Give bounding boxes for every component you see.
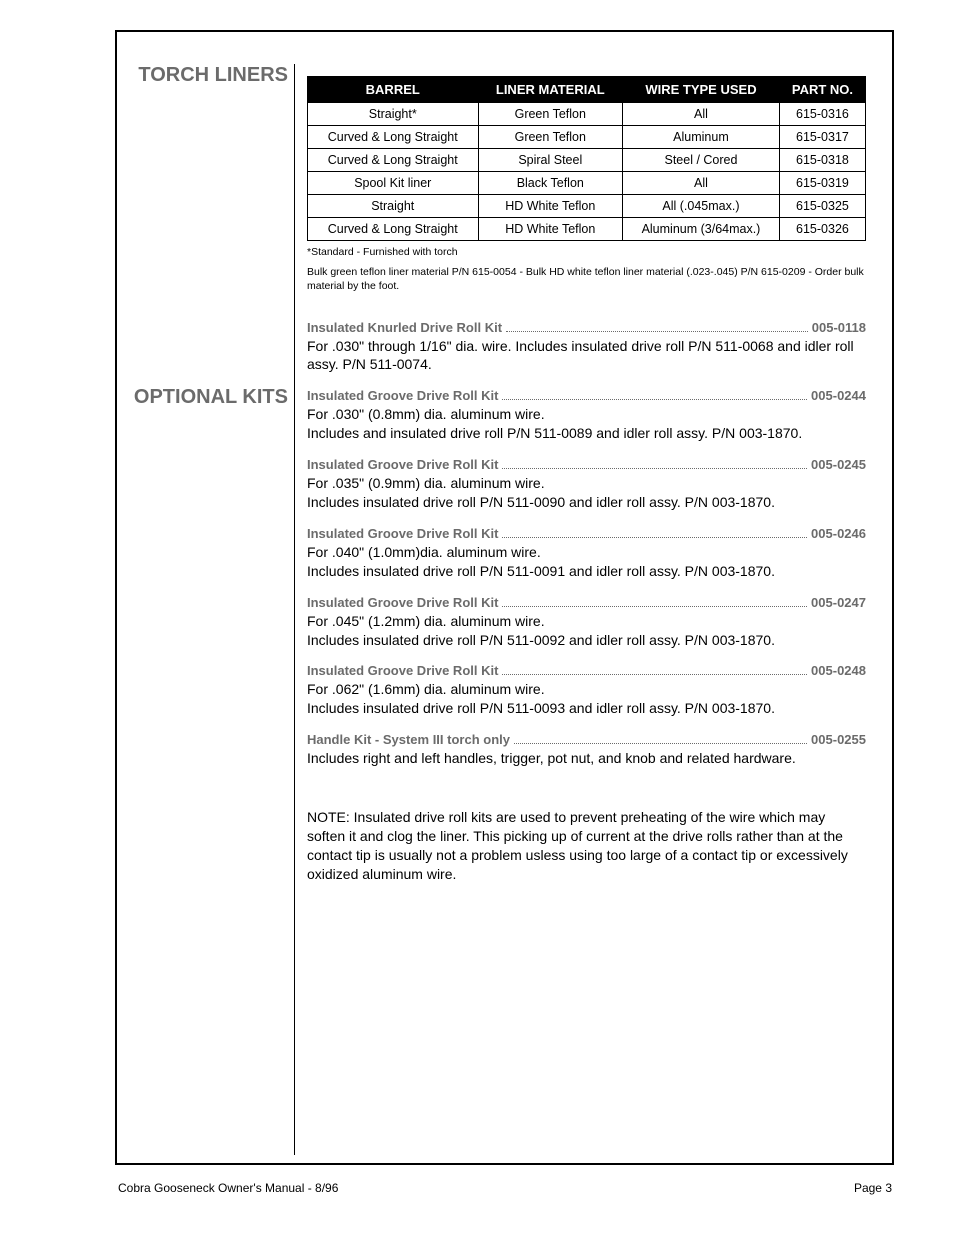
- heading-optional-kits: OPTIONAL KITS: [125, 386, 288, 408]
- table-row: StraightHD White TeflonAll (.045max.)615…: [308, 195, 866, 218]
- kit-partno: 005-0247: [811, 595, 866, 610]
- table-cell: All: [623, 172, 780, 195]
- kit-title: Handle Kit - System III torch only: [307, 732, 510, 747]
- table-cell: Aluminum (3/64max.): [623, 218, 780, 241]
- kit-dotleader: [502, 606, 807, 607]
- table-cell: Curved & Long Straight: [308, 149, 479, 172]
- table-cell: All: [623, 103, 780, 126]
- kit-description: Includes right and left handles, trigger…: [307, 749, 866, 768]
- kit-dotleader: [514, 743, 807, 744]
- left-column: TORCH LINERS OPTIONAL KITS: [125, 64, 295, 1155]
- table-cell: Spiral Steel: [478, 149, 623, 172]
- table-cell: Spool Kit liner: [308, 172, 479, 195]
- kit-entry: Insulated Groove Drive Roll Kit 005-0245…: [307, 457, 866, 512]
- table-cell: 615-0316: [779, 103, 865, 126]
- kit-title: Insulated Groove Drive Roll Kit: [307, 526, 498, 541]
- table-cell: Steel / Cored: [623, 149, 780, 172]
- page-content: TORCH LINERS OPTIONAL KITS BARREL LINER …: [115, 30, 894, 1165]
- kit-heading: Insulated Groove Drive Roll Kit 005-0245: [307, 457, 866, 472]
- kit-partno: 005-0245: [811, 457, 866, 472]
- kit-dotleader: [502, 537, 807, 538]
- kit-dotleader: [502, 674, 807, 675]
- footer-left: Cobra Gooseneck Owner's Manual - 8/96: [118, 1181, 338, 1195]
- table-row: Spool Kit linerBlack TeflonAll615-0319: [308, 172, 866, 195]
- table-cell: HD White Teflon: [478, 218, 623, 241]
- table-header: BARREL: [308, 77, 479, 103]
- table-footnote: Bulk green teflon liner material P/N 615…: [307, 265, 866, 293]
- kit-heading: Insulated Groove Drive Roll Kit 005-0246: [307, 526, 866, 541]
- kit-entry: Insulated Groove Drive Roll Kit 005-0246…: [307, 526, 866, 581]
- kit-partno: 005-0118: [812, 320, 866, 335]
- kit-heading: Insulated Groove Drive Roll Kit 005-0248: [307, 663, 866, 678]
- liner-table: BARREL LINER MATERIAL WIRE TYPE USED PAR…: [307, 76, 866, 241]
- heading-torch-liners: TORCH LINERS: [125, 64, 288, 86]
- kit-title: Insulated Groove Drive Roll Kit: [307, 663, 498, 678]
- kit-partno: 005-0246: [811, 526, 866, 541]
- table-cell: 615-0319: [779, 172, 865, 195]
- kit-description: For .045" (1.2mm) dia. aluminum wire. In…: [307, 612, 866, 650]
- table-cell: 615-0326: [779, 218, 865, 241]
- kit-description: For .062" (1.6mm) dia. aluminum wire. In…: [307, 680, 866, 718]
- table-cell: Straight: [308, 195, 479, 218]
- table-cell: Green Teflon: [478, 103, 623, 126]
- table-cell: Aluminum: [623, 126, 780, 149]
- kit-title: Insulated Groove Drive Roll Kit: [307, 595, 498, 610]
- kit-entry: Insulated Groove Drive Roll Kit 005-0247…: [307, 595, 866, 650]
- kit-entry: Insulated Groove Drive Roll Kit 005-0248…: [307, 663, 866, 718]
- table-cell: Straight*: [308, 103, 479, 126]
- table-header: PART NO.: [779, 77, 865, 103]
- kit-title: Insulated Groove Drive Roll Kit: [307, 457, 498, 472]
- kit-dotleader: [506, 331, 808, 332]
- table-cell: Curved & Long Straight: [308, 218, 479, 241]
- table-cell: 615-0317: [779, 126, 865, 149]
- kit-entry: Insulated Knurled Drive Roll Kit 005-011…: [307, 320, 866, 375]
- table-cell: Green Teflon: [478, 126, 623, 149]
- kit-title: Insulated Knurled Drive Roll Kit: [307, 320, 502, 335]
- kits-list: Insulated Knurled Drive Roll Kit 005-011…: [307, 320, 866, 769]
- kit-title: Insulated Groove Drive Roll Kit: [307, 388, 498, 403]
- kit-partno: 005-0255: [811, 732, 866, 747]
- kit-partno: 005-0244: [811, 388, 866, 403]
- table-row: Straight*Green TeflonAll615-0316: [308, 103, 866, 126]
- kit-description: For .030" (0.8mm) dia. aluminum wire. In…: [307, 405, 866, 443]
- table-row: Curved & Long StraightHD White TeflonAlu…: [308, 218, 866, 241]
- kit-heading: Insulated Groove Drive Roll Kit 005-0247: [307, 595, 866, 610]
- kit-dotleader: [502, 399, 807, 400]
- table-cell: HD White Teflon: [478, 195, 623, 218]
- kit-entry: Handle Kit - System III torch only 005-0…: [307, 732, 866, 768]
- table-row: Curved & Long StraightGreen TeflonAlumin…: [308, 126, 866, 149]
- table-cell: All (.045max.): [623, 195, 780, 218]
- table-row: Curved & Long StraightSpiral SteelSteel …: [308, 149, 866, 172]
- kit-heading: Insulated Groove Drive Roll Kit 005-0244: [307, 388, 866, 403]
- table-header: LINER MATERIAL: [478, 77, 623, 103]
- kit-description: For .035" (0.9mm) dia. aluminum wire. In…: [307, 474, 866, 512]
- table-cell: Curved & Long Straight: [308, 126, 479, 149]
- table-header-row: BARREL LINER MATERIAL WIRE TYPE USED PAR…: [308, 77, 866, 103]
- kit-heading: Handle Kit - System III torch only 005-0…: [307, 732, 866, 747]
- footer-right: Page 3: [854, 1181, 892, 1195]
- page-footer: Cobra Gooseneck Owner's Manual - 8/96 Pa…: [118, 1181, 892, 1195]
- table-footnote: *Standard - Furnished with torch: [307, 245, 866, 259]
- kit-dotleader: [502, 468, 807, 469]
- table-header: WIRE TYPE USED: [623, 77, 780, 103]
- kit-heading: Insulated Knurled Drive Roll Kit 005-011…: [307, 320, 866, 335]
- kit-entry: Insulated Groove Drive Roll Kit 005-0244…: [307, 388, 866, 443]
- table-cell: Black Teflon: [478, 172, 623, 195]
- note-paragraph: NOTE: Insulated drive roll kits are used…: [307, 808, 866, 884]
- kit-description: For .030" through 1/16" dia. wire. Inclu…: [307, 337, 866, 375]
- kit-partno: 005-0248: [811, 663, 866, 678]
- right-column: BARREL LINER MATERIAL WIRE TYPE USED PAR…: [295, 64, 884, 1155]
- kit-description: For .040" (1.0mm)dia. aluminum wire. Inc…: [307, 543, 866, 581]
- table-cell: 615-0325: [779, 195, 865, 218]
- table-cell: 615-0318: [779, 149, 865, 172]
